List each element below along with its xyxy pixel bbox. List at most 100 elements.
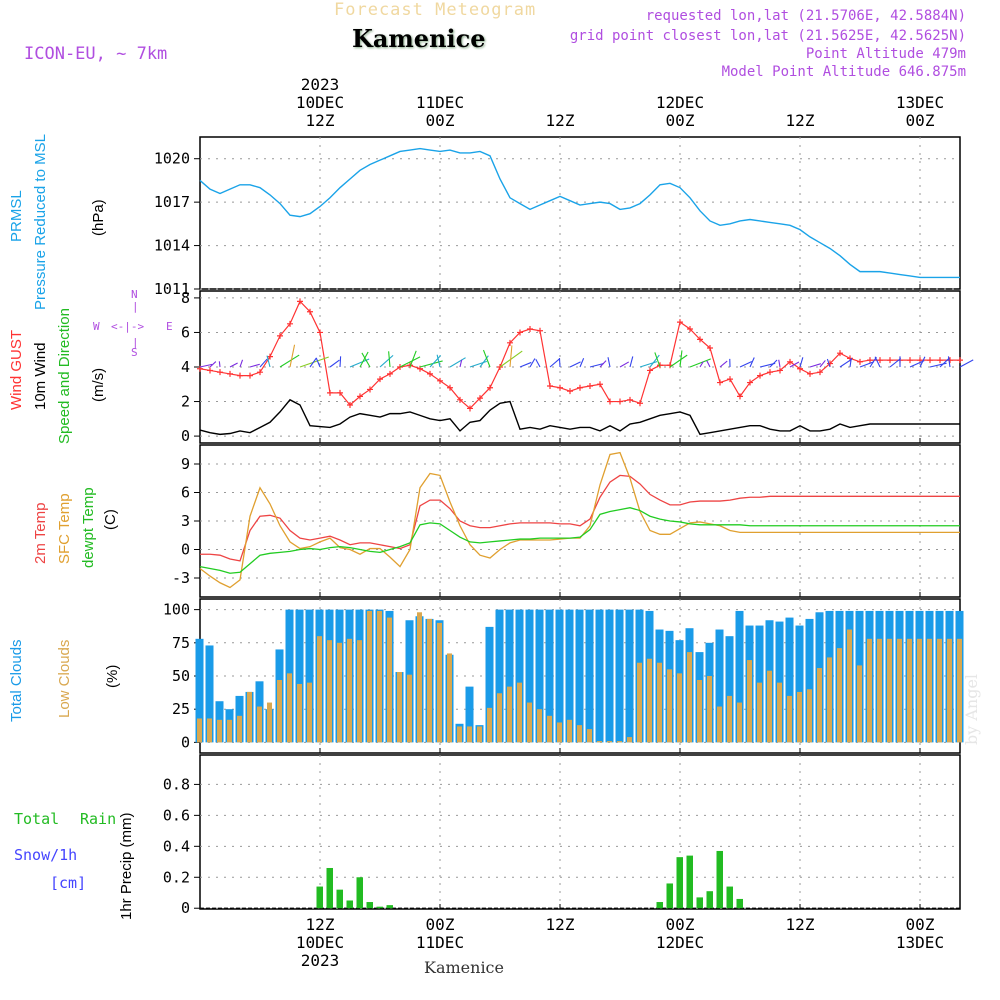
low-cloud-bar bbox=[257, 706, 262, 743]
gust-marker bbox=[747, 379, 753, 386]
subtitle: Forecast Meteogram bbox=[334, 0, 537, 20]
gust-marker bbox=[277, 332, 283, 339]
gust-marker bbox=[867, 357, 873, 364]
compass-ns-upper: | bbox=[132, 300, 139, 313]
ytick-label: 0 bbox=[181, 541, 190, 559]
low-cloud-bar bbox=[647, 658, 652, 743]
gust-marker bbox=[947, 357, 953, 364]
wind-dir-arrow bbox=[619, 361, 630, 368]
low-cloud-bar bbox=[587, 729, 592, 743]
ytick-label: 1014 bbox=[154, 237, 190, 255]
precip-bar bbox=[716, 850, 723, 909]
gust-marker bbox=[537, 327, 543, 334]
gust-marker bbox=[577, 384, 583, 391]
wind-dir-arrow bbox=[579, 358, 585, 368]
top-axis-label: 13DEC bbox=[896, 93, 944, 112]
ytick-label: 1011 bbox=[154, 280, 190, 298]
gust-marker bbox=[817, 369, 823, 376]
total-cloud-bar bbox=[505, 609, 514, 743]
low-cloud-bar bbox=[727, 695, 732, 743]
wind-dir-arrow bbox=[669, 354, 688, 368]
footer-location: Kamenice bbox=[424, 958, 504, 977]
total-cloud-bar bbox=[525, 609, 534, 743]
ytick-label: 0 bbox=[181, 899, 190, 917]
low-cloud-bar bbox=[767, 670, 772, 743]
total-cloud-bar bbox=[795, 625, 804, 743]
wind-dir-arrow bbox=[919, 356, 926, 368]
total-cloud-bar bbox=[725, 636, 734, 743]
ytick-label: 1017 bbox=[154, 193, 190, 211]
precip-bar bbox=[666, 883, 673, 909]
wind-dir-arrow bbox=[706, 360, 711, 368]
low-cloud-bar bbox=[877, 638, 882, 743]
low-cloud-bar bbox=[677, 673, 682, 743]
ytick-label: 75 bbox=[172, 634, 190, 652]
wind-dir-arrow bbox=[769, 359, 778, 368]
low-cloud-bar bbox=[307, 682, 312, 743]
low-cloud-bar bbox=[837, 648, 842, 743]
gust-marker bbox=[687, 326, 693, 332]
wind-dir-arrow bbox=[339, 356, 342, 368]
wind-dir-arrow bbox=[409, 350, 417, 368]
low-cloud-bar bbox=[567, 719, 572, 743]
low-cloud-bar bbox=[377, 610, 382, 743]
total-cloud-bar bbox=[565, 609, 574, 743]
total-cloud-bar bbox=[195, 638, 204, 743]
precip-bar bbox=[686, 855, 693, 909]
low-cloud-bar bbox=[757, 682, 762, 743]
wind-dir-arrow bbox=[259, 358, 268, 368]
ytick-label: 0.6 bbox=[163, 806, 190, 824]
gust-marker bbox=[717, 379, 723, 386]
wind-dir-arrow bbox=[199, 363, 213, 368]
gust-marker bbox=[737, 393, 743, 400]
wind-dir-arrow bbox=[749, 357, 755, 368]
low-cloud-bar bbox=[487, 707, 492, 743]
wind-dir-arrow bbox=[874, 356, 881, 368]
wind-dir-arrow bbox=[315, 357, 321, 368]
low-cloud-bar bbox=[227, 719, 232, 743]
low-cloud-bar bbox=[207, 718, 212, 743]
gust-marker bbox=[357, 393, 363, 400]
wind-dir-arrow bbox=[509, 345, 513, 368]
low-cloud-bar bbox=[367, 610, 372, 743]
wind-dir-arrow bbox=[218, 361, 221, 368]
ytick-label: 6 bbox=[181, 323, 190, 341]
ytick-label: 6 bbox=[181, 484, 190, 502]
total-cloud-bar bbox=[555, 609, 564, 743]
low-cloud-bar bbox=[927, 638, 932, 743]
total-cloud-bar bbox=[205, 645, 214, 743]
gust-marker bbox=[257, 369, 263, 376]
low-cloud-bar bbox=[577, 725, 582, 743]
low-cloud-bar bbox=[477, 726, 482, 743]
ytick-label: 0 bbox=[181, 733, 190, 751]
wind-dir-arrow bbox=[599, 360, 607, 368]
wind-dir-arrow bbox=[535, 358, 541, 368]
gust-marker bbox=[547, 383, 553, 389]
total-cloud-bar bbox=[515, 609, 524, 743]
ytick-label: -3 bbox=[172, 569, 190, 587]
wind-dir-arrow bbox=[959, 359, 974, 368]
location-title: Kamenice bbox=[352, 24, 486, 53]
top-axis-label: 10DEC bbox=[296, 93, 344, 112]
gust-marker bbox=[757, 372, 763, 379]
wind-dir-arrow bbox=[607, 357, 611, 368]
top-axis-label: 00Z bbox=[666, 111, 695, 130]
low-cloud-bar bbox=[777, 682, 782, 743]
gust-marker bbox=[237, 372, 243, 379]
low-cloud-bar bbox=[557, 722, 562, 743]
low-cloud-bar bbox=[507, 686, 512, 743]
gust-marker bbox=[407, 362, 413, 369]
top-axis-label: 00Z bbox=[426, 111, 455, 130]
low-cloud-bar bbox=[907, 638, 912, 743]
low-cloud-bar bbox=[237, 715, 242, 743]
low-cloud-bar bbox=[247, 691, 252, 743]
panel-frame-4 bbox=[199, 754, 961, 910]
low-cloud-bar bbox=[667, 669, 672, 743]
ytick-label: 0 bbox=[181, 427, 190, 445]
bottom-axis-label: 2023 bbox=[301, 951, 340, 970]
gridpoint-coords: grid point closest lon,lat (21.5625E, 42… bbox=[569, 28, 966, 44]
gust-marker bbox=[927, 357, 933, 364]
ytick-label: 0.4 bbox=[163, 837, 190, 855]
wind-dir-arrow bbox=[889, 358, 902, 368]
